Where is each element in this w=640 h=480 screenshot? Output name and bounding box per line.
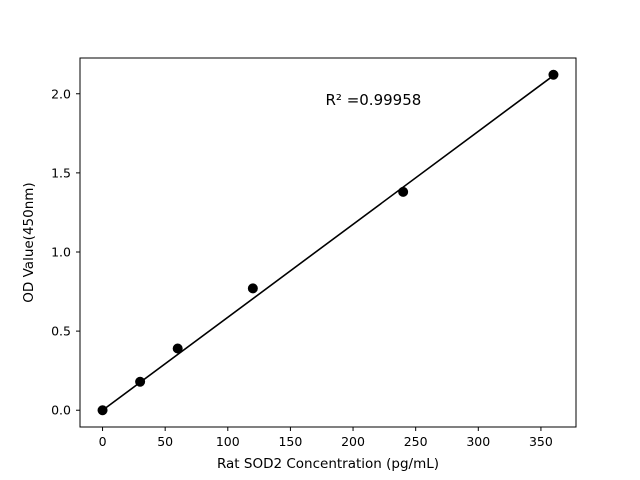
- axes-box: [79, 57, 577, 428]
- x-tick-label: 0: [99, 434, 107, 449]
- x-tick-label: 100: [216, 434, 240, 449]
- x-tick-label: 350: [529, 434, 553, 449]
- data-point: [398, 186, 409, 197]
- y-tick-label: 0.5: [51, 324, 71, 339]
- y-tick-label: 1.5: [51, 165, 71, 180]
- y-tick-label: 2.0: [51, 86, 71, 101]
- r-squared-annotation: R² =0.99958: [325, 91, 421, 109]
- x-tick-label: 300: [466, 434, 490, 449]
- data-point: [172, 343, 183, 354]
- data-point: [135, 376, 146, 387]
- x-tick-label: 50: [157, 434, 173, 449]
- data-point: [97, 405, 108, 416]
- fit-line: [101, 74, 555, 412]
- y-tick-label: 1.0: [51, 244, 71, 259]
- data-point: [247, 283, 258, 294]
- x-tick-label: 200: [341, 434, 365, 449]
- data-point: [548, 69, 559, 80]
- x-tick-label: 250: [404, 434, 428, 449]
- y-axis-label: OD Value(450nm): [21, 182, 37, 302]
- x-axis-label: Rat SOD2 Concentration (pg/mL): [217, 456, 439, 472]
- x-tick-label: 150: [278, 434, 302, 449]
- y-tick-label: 0.0: [51, 403, 71, 418]
